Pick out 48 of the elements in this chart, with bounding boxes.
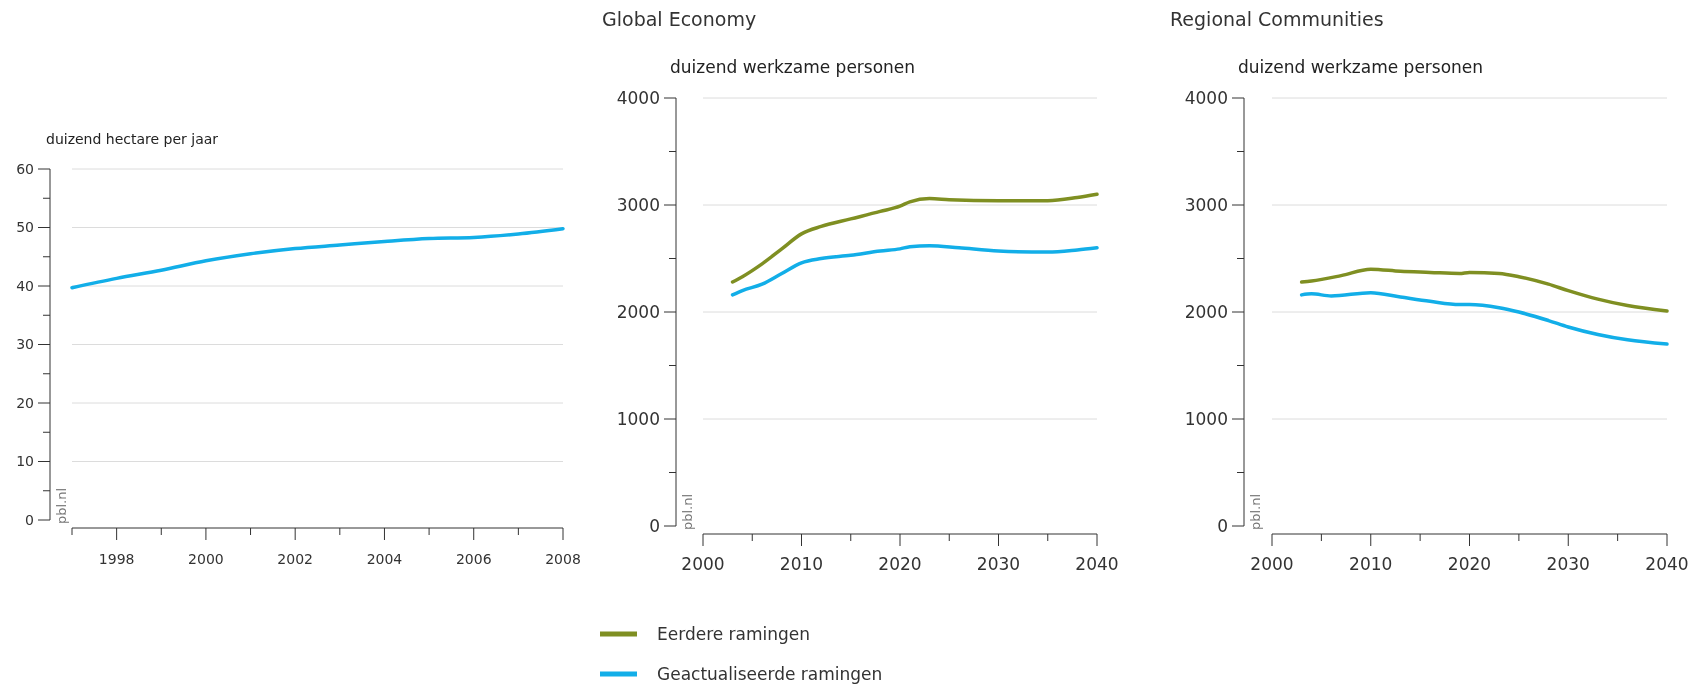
y-tick-label: 2000 [616,301,660,322]
x-tick-label: 2030 [1546,554,1590,574]
x-tick-label: 2010 [779,554,824,574]
line-series [1299,290,1669,346]
y-tick-label: 0 [25,511,34,528]
chart-title: Global Economy [602,8,757,30]
x-tick-label: 2000 [188,551,224,567]
x-tick-label: 2004 [366,551,403,567]
text: pbl.nl [54,487,69,524]
y-tick-label: 0 [649,515,660,536]
y-tick-label: 50 [16,219,34,236]
x-tick-label: 2000 [681,554,725,574]
x-tick-label: 1998 [98,551,135,567]
y-tick-label: 60 [16,160,34,177]
line-series [730,243,1099,297]
legend-label: Eerdere ramingen [657,623,811,644]
line-series [70,226,565,290]
x-tick-label: 2040 [1645,554,1689,574]
y-tick-label: 4000 [1184,87,1228,108]
y-tick-label: 10 [16,453,34,470]
y-tick-label: 4000 [616,87,660,108]
y-tick-label: 20 [16,394,34,411]
x-tick-label: 2000 [1250,554,1294,574]
x-tick-label: 2040 [1075,554,1119,574]
y-tick-label: 40 [16,277,34,294]
chart-title: Regional Communities [1170,8,1384,30]
y-tick-label: 30 [16,336,34,353]
y-tick-label: 1000 [1184,408,1228,429]
y-axis-title: duizend werkzame personen [1238,57,1484,77]
x-tick-label: 2006 [455,551,492,567]
x-tick-label: 2020 [878,554,922,574]
y-tick-label: 2000 [1184,301,1228,322]
y-axis-title: duizend hectare per jaar [46,131,219,147]
x-tick-label: 2010 [1349,554,1393,574]
text: pbl.nl [680,493,695,530]
x-tick-label: 2002 [277,551,313,567]
y-tick-label: 3000 [616,194,660,215]
x-tick-label: 2030 [976,554,1021,574]
text: pbl.nl [1248,493,1263,530]
y-tick-label: 3000 [1184,194,1228,215]
x-tick-label: 2020 [1447,554,1492,574]
x-tick-label: 2008 [545,551,581,567]
y-tick-label: 0 [1217,515,1228,536]
y-tick-label: 1000 [616,408,660,429]
legend-label: Geactualiseerde ramingen [657,663,883,684]
y-axis-title: duizend werkzame personen [670,57,916,77]
line-series [730,192,1099,284]
line-series [1299,267,1669,313]
